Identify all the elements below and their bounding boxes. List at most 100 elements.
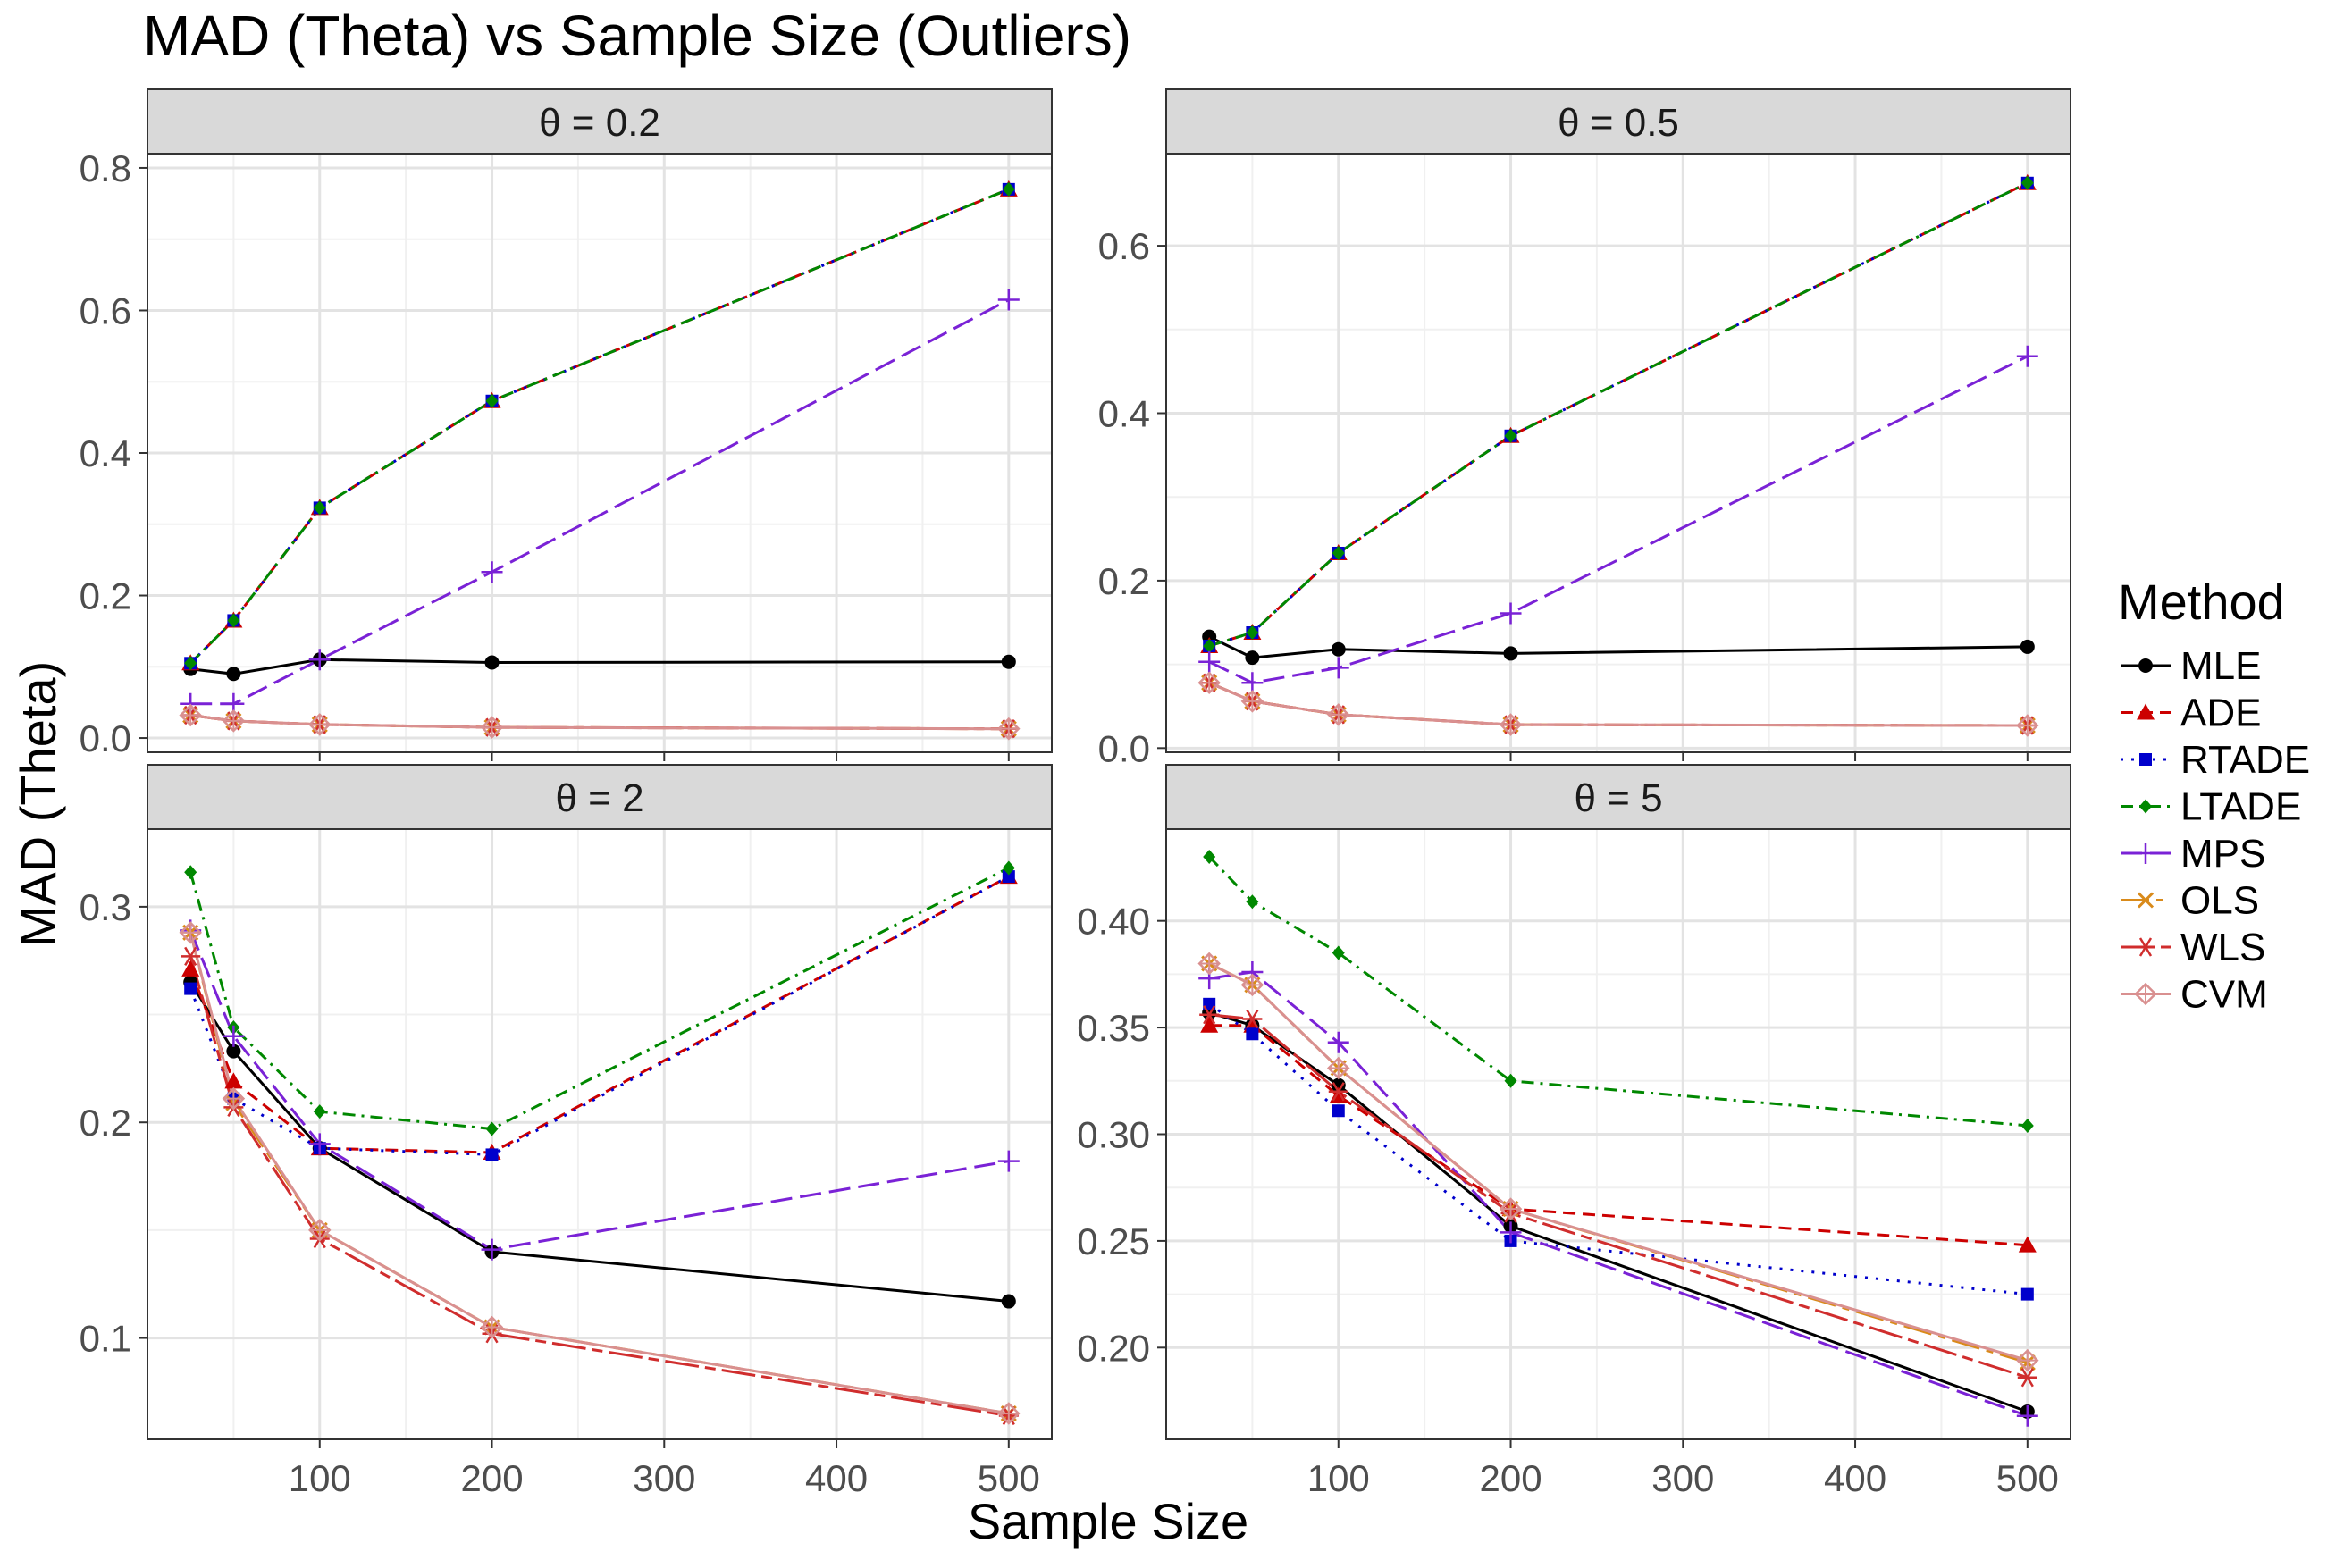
data-point-ade — [2137, 703, 2155, 720]
panel-border — [147, 828, 1053, 1440]
legend-label: WLS — [2180, 926, 2265, 969]
data-point-rtade — [2139, 753, 2152, 766]
series-line-ltade — [1208, 181, 2029, 648]
data-point-cvm — [2136, 984, 2155, 1004]
data-point-ltade — [1332, 945, 1345, 960]
data-point-mps — [1327, 1031, 1349, 1053]
data-point-mle — [2020, 639, 2035, 654]
data-point-cvm — [998, 1404, 1019, 1424]
y-tick-label: 0.40 — [1077, 901, 1150, 943]
chart-title: MAD (Theta) vs Sample Size (Outliers) — [143, 4, 1131, 68]
data-point-wls — [181, 946, 201, 967]
data-point-mle — [226, 1044, 241, 1059]
data-point-ltade — [2139, 799, 2152, 814]
data-point-cvm — [1199, 953, 1220, 974]
data-point-rtade — [1002, 870, 1015, 884]
y-tick-label: 0.2 — [80, 1102, 131, 1144]
y-tick-label: 0.4 — [1098, 392, 1150, 434]
data-point-rtade — [2020, 1287, 2034, 1301]
x-tick-label: 300 — [633, 1457, 695, 1499]
data-point-ltade — [2020, 175, 2034, 190]
data-point-mps — [223, 1025, 245, 1047]
data-point-rtade — [1332, 1104, 1345, 1118]
data-point-ltade — [227, 613, 240, 628]
legend-label: LTADE — [2180, 785, 2301, 829]
data-point-ade — [2018, 1236, 2037, 1253]
legend-entry: OLS — [2121, 879, 2259, 923]
y-tick-label: 0.20 — [1077, 1327, 1150, 1369]
data-point-mle — [1245, 650, 1260, 666]
data-point-ltade — [1002, 181, 1015, 197]
data-point-ltade — [2020, 1118, 2034, 1133]
data-point-mle — [1331, 641, 1346, 657]
legend-entry: RTADE — [2121, 738, 2310, 782]
data-point-mps — [308, 649, 331, 671]
x-tick-label: 500 — [978, 1457, 1040, 1499]
data-point-mle — [484, 655, 500, 670]
x-tick-label: 100 — [1307, 1457, 1370, 1499]
y-axis-label: MAD (Theta) — [10, 661, 66, 948]
legend-label: RTADE — [2180, 738, 2310, 782]
legend-entry: MLE — [2121, 644, 2261, 688]
data-point-mps — [481, 561, 503, 583]
data-point-mps — [2016, 345, 2038, 367]
panel-strip — [147, 88, 1053, 155]
data-point-cvm — [2017, 1350, 2037, 1371]
legend-title: Method — [2118, 574, 2285, 630]
y-tick-label: 0.0 — [1098, 727, 1150, 769]
x-tick-label: 400 — [805, 1457, 868, 1499]
data-point-mle — [2138, 658, 2153, 673]
data-point-rtade — [1203, 997, 1216, 1010]
data-point-cvm — [482, 1317, 502, 1337]
panel-4: θ = 5 0.20 0.25 0.30 0.35 0.40 100 200 300 400 500 — [1077, 764, 2071, 1499]
data-point-cvm — [1242, 975, 1263, 995]
y-tick-label: 0.3 — [80, 886, 131, 928]
data-point-ltade — [184, 865, 197, 880]
data-point-cvm — [482, 717, 502, 738]
y-tick-label: 0.30 — [1077, 1114, 1150, 1156]
data-point-wls — [2017, 1368, 2037, 1388]
data-point-ade — [1200, 1016, 1219, 1033]
data-point-ltade — [1504, 1073, 1517, 1088]
panel-strip-label: θ = 0.2 — [539, 101, 660, 145]
data-point-cvm — [309, 714, 330, 734]
x-tick-label: 100 — [289, 1457, 351, 1499]
data-point-cvm — [223, 710, 244, 731]
data-point-rtade — [1246, 1027, 1259, 1041]
data-point-ltade — [1002, 860, 1015, 876]
y-tick-label: 0.8 — [80, 147, 131, 189]
data-point-cvm — [1500, 1199, 1521, 1220]
data-point-mps — [1198, 650, 1221, 673]
y-tick-label: 0.6 — [1098, 225, 1150, 267]
legend-entry: MPS — [2121, 832, 2265, 876]
data-point-mps — [1500, 1221, 1522, 1244]
data-point-mps — [308, 1133, 331, 1155]
legend-entry: CVM — [2121, 973, 2268, 1017]
x-tick-label: 200 — [1479, 1457, 1542, 1499]
legend-label: MLE — [2180, 644, 2261, 688]
data-point-cvm — [1500, 715, 1521, 735]
data-point-ltade — [313, 500, 326, 516]
legend-entry: ADE — [2121, 692, 2261, 735]
panel-strip-label: θ = 5 — [1574, 776, 1662, 820]
data-point-mps — [2135, 843, 2156, 864]
plot-area — [1166, 154, 2071, 752]
data-point-ltade — [1504, 428, 1517, 443]
legend-label: ADE — [2180, 692, 2261, 735]
data-point-mps — [1327, 657, 1349, 679]
data-point-mle — [1001, 654, 1016, 669]
data-point-cvm — [223, 1088, 244, 1109]
x-axis-label: Sample Size — [968, 1493, 1248, 1549]
panel-strip — [1165, 88, 2071, 155]
data-point-cvm — [1242, 691, 1263, 711]
data-point-mps — [997, 289, 1020, 311]
data-point-cvm — [1328, 1058, 1348, 1078]
data-point-ltade — [1203, 850, 1216, 865]
data-point-mle — [226, 667, 241, 682]
data-point-cvm — [998, 718, 1019, 739]
data-point-ltade — [1332, 545, 1345, 560]
y-tick-label: 0.35 — [1077, 1007, 1150, 1049]
